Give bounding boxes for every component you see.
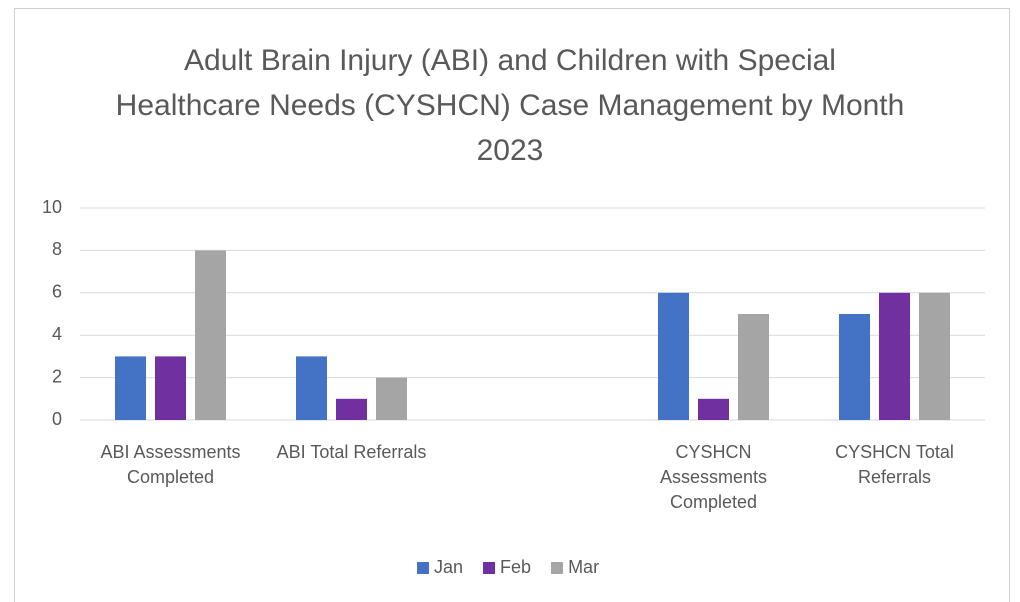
bar	[296, 356, 327, 420]
legend-label: Jan	[434, 557, 463, 577]
x-tick-label: ABI Assessments Completed	[100, 442, 241, 487]
legend-label: Mar	[568, 557, 599, 577]
chart-frame	[14, 8, 1010, 602]
bar	[195, 250, 226, 420]
legend-swatch	[483, 562, 496, 574]
x-tick-label: CYSHCN Assessments Completed	[659, 442, 768, 512]
bar	[879, 292, 910, 420]
bar	[658, 292, 689, 420]
x-tick-label: ABI Total Referrals	[276, 442, 427, 462]
y-tick-label: 4	[52, 324, 62, 344]
bar	[336, 398, 367, 420]
bar	[155, 356, 186, 420]
y-tick-label: 8	[52, 239, 62, 259]
y-tick-label: 2	[52, 366, 62, 386]
bar	[115, 356, 146, 420]
y-tick-label: 0	[52, 409, 62, 429]
bar	[376, 377, 407, 420]
legend-swatch	[551, 562, 564, 574]
bar	[839, 314, 870, 420]
chart-title: Adult Brain Injury (ABI) and Children wi…	[115, 44, 905, 167]
bar	[738, 314, 769, 420]
x-tick-label: CYSHCN Total Referrals	[835, 442, 954, 487]
legend-label: Feb	[500, 557, 531, 577]
y-tick-label: 6	[52, 282, 62, 302]
legend-swatch	[417, 562, 429, 574]
y-tick-label: 10	[42, 197, 62, 217]
bar	[698, 398, 729, 420]
bar	[919, 292, 950, 420]
